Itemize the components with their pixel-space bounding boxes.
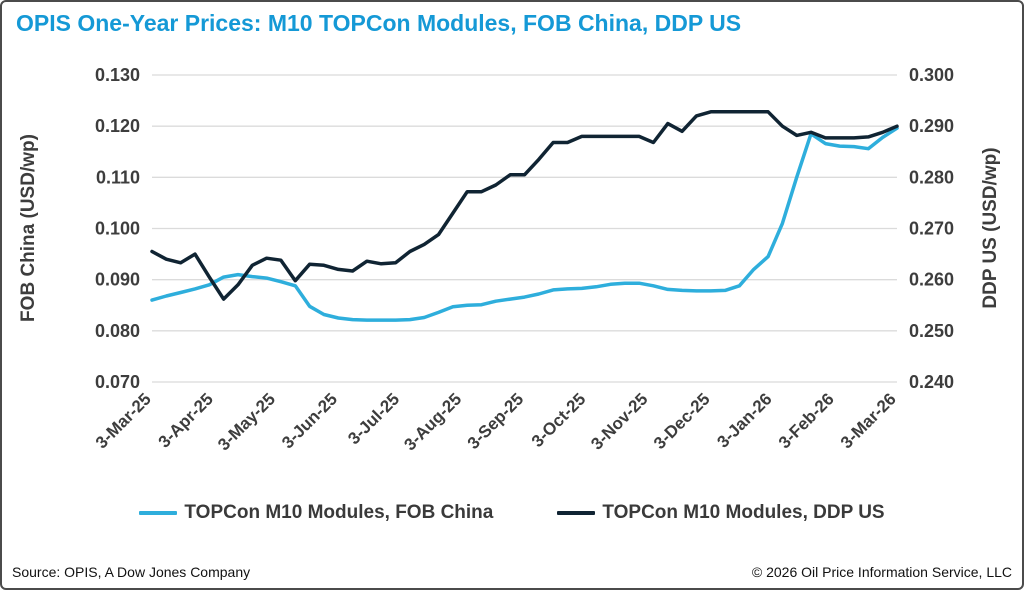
svg-text:3-Feb-26: 3-Feb-26 (775, 389, 838, 452)
svg-text:3-Jul-25: 3-Jul-25 (344, 389, 403, 448)
legend-label-ddp-us: TOPCon M10 Modules, DDP US (602, 502, 885, 523)
svg-text:3-Oct-25: 3-Oct-25 (528, 389, 590, 451)
svg-text:0.130: 0.130 (95, 65, 140, 85)
legend-item-fob-china: TOPCon M10 Modules, FOB China (139, 502, 493, 524)
svg-text:0.280: 0.280 (909, 167, 954, 187)
copyright-notice: © 2026 Oil Price Information Service, LL… (751, 564, 1012, 580)
legend: TOPCon M10 Modules, FOB China TOPCon M10… (2, 502, 1022, 524)
svg-text:3-Aug-25: 3-Aug-25 (400, 389, 465, 454)
svg-text:0.240: 0.240 (909, 372, 954, 392)
svg-text:0.090: 0.090 (95, 270, 140, 290)
svg-text:3-Mar-26: 3-Mar-26 (837, 389, 900, 452)
chart-title: OPIS One-Year Prices: M10 TOPCon Modules… (16, 10, 742, 36)
svg-text:0.290: 0.290 (909, 116, 954, 136)
svg-text:0.080: 0.080 (95, 321, 140, 341)
svg-text:0.120: 0.120 (95, 116, 140, 136)
price-line-chart: 0.130 0.300 0.120 0.290 0.110 0.280 0.100 0.270… (18, 65, 1001, 454)
fob-china-line-swatch (139, 511, 178, 515)
gridlines (152, 74, 897, 383)
legend-item-ddp-us: TOPCon M10 Modules, DDP US (557, 502, 885, 524)
legend-label-fob-china: TOPCon M10 Modules, FOB China (184, 502, 494, 523)
svg-text:3-Apr-25: 3-Apr-25 (155, 389, 217, 451)
footer: Source: OPIS, A Dow Jones Company © 2026… (12, 564, 1012, 580)
svg-text:3-May-25: 3-May-25 (214, 389, 279, 454)
svg-text:0.300: 0.300 (909, 65, 954, 85)
ddp-us-line-swatch (557, 511, 596, 515)
svg-text:3-Mar-25: 3-Mar-25 (92, 389, 155, 452)
svg-text:0.250: 0.250 (909, 321, 954, 341)
svg-text:0.070: 0.070 (95, 372, 140, 392)
svg-text:0.110: 0.110 (96, 167, 140, 187)
svg-text:3-Sep-25: 3-Sep-25 (464, 389, 528, 453)
svg-text:3-Dec-25: 3-Dec-25 (650, 389, 714, 453)
svg-text:0.100: 0.100 (95, 219, 140, 239)
svg-text:0.270: 0.270 (909, 219, 954, 239)
svg-text:3-Jan-26: 3-Jan-26 (713, 389, 775, 451)
right-axis-title: DDP US (USD/wp) (980, 147, 1001, 308)
left-axis-title: FOB China (USD/wp) (18, 134, 39, 322)
svg-text:0.260: 0.260 (909, 270, 954, 290)
axis-tick-labels: 0.130 0.300 0.120 0.290 0.110 0.280 0.100 0.270… (92, 65, 954, 454)
series-lines (150, 110, 899, 322)
svg-text:3-Jun-25: 3-Jun-25 (278, 389, 341, 452)
source-attribution: Source: OPIS, A Dow Jones Company (12, 564, 251, 580)
svg-text:3-Nov-25: 3-Nov-25 (587, 389, 651, 453)
